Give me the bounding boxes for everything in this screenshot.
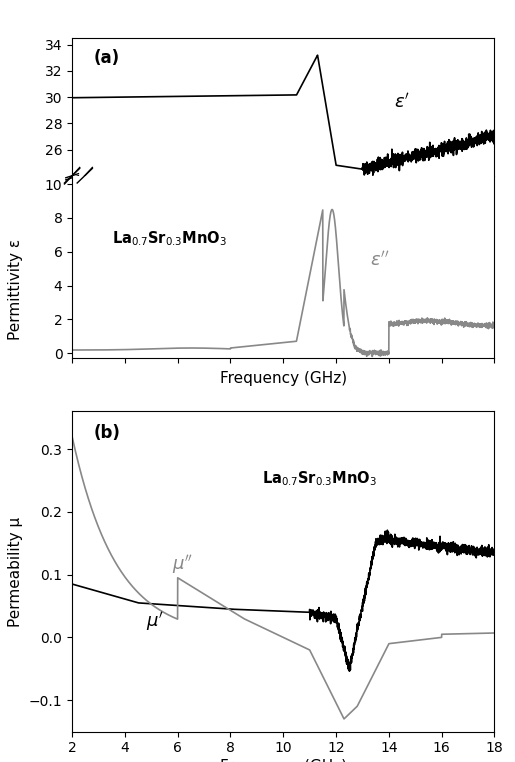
X-axis label: Frequency (GHz): Frequency (GHz) bbox=[220, 760, 347, 762]
X-axis label: Frequency (GHz): Frequency (GHz) bbox=[220, 370, 347, 386]
Text: La$_{0.7}$Sr$_{0.3}$MnO$_3$: La$_{0.7}$Sr$_{0.3}$MnO$_3$ bbox=[112, 229, 227, 248]
Text: $\varepsilon''$: $\varepsilon''$ bbox=[370, 250, 390, 269]
Text: La$_{0.7}$Sr$_{0.3}$MnO$_3$: La$_{0.7}$Sr$_{0.3}$MnO$_3$ bbox=[262, 469, 377, 488]
Text: Permittivity ε: Permittivity ε bbox=[8, 239, 23, 340]
Y-axis label: Permeability μ: Permeability μ bbox=[8, 517, 23, 626]
Text: (a): (a) bbox=[93, 49, 119, 67]
Text: $\mu''$: $\mu''$ bbox=[173, 553, 194, 576]
Text: $\varepsilon'$: $\varepsilon'$ bbox=[394, 92, 410, 111]
Text: $\mu'$: $\mu'$ bbox=[146, 610, 164, 632]
Text: (b): (b) bbox=[93, 424, 120, 442]
